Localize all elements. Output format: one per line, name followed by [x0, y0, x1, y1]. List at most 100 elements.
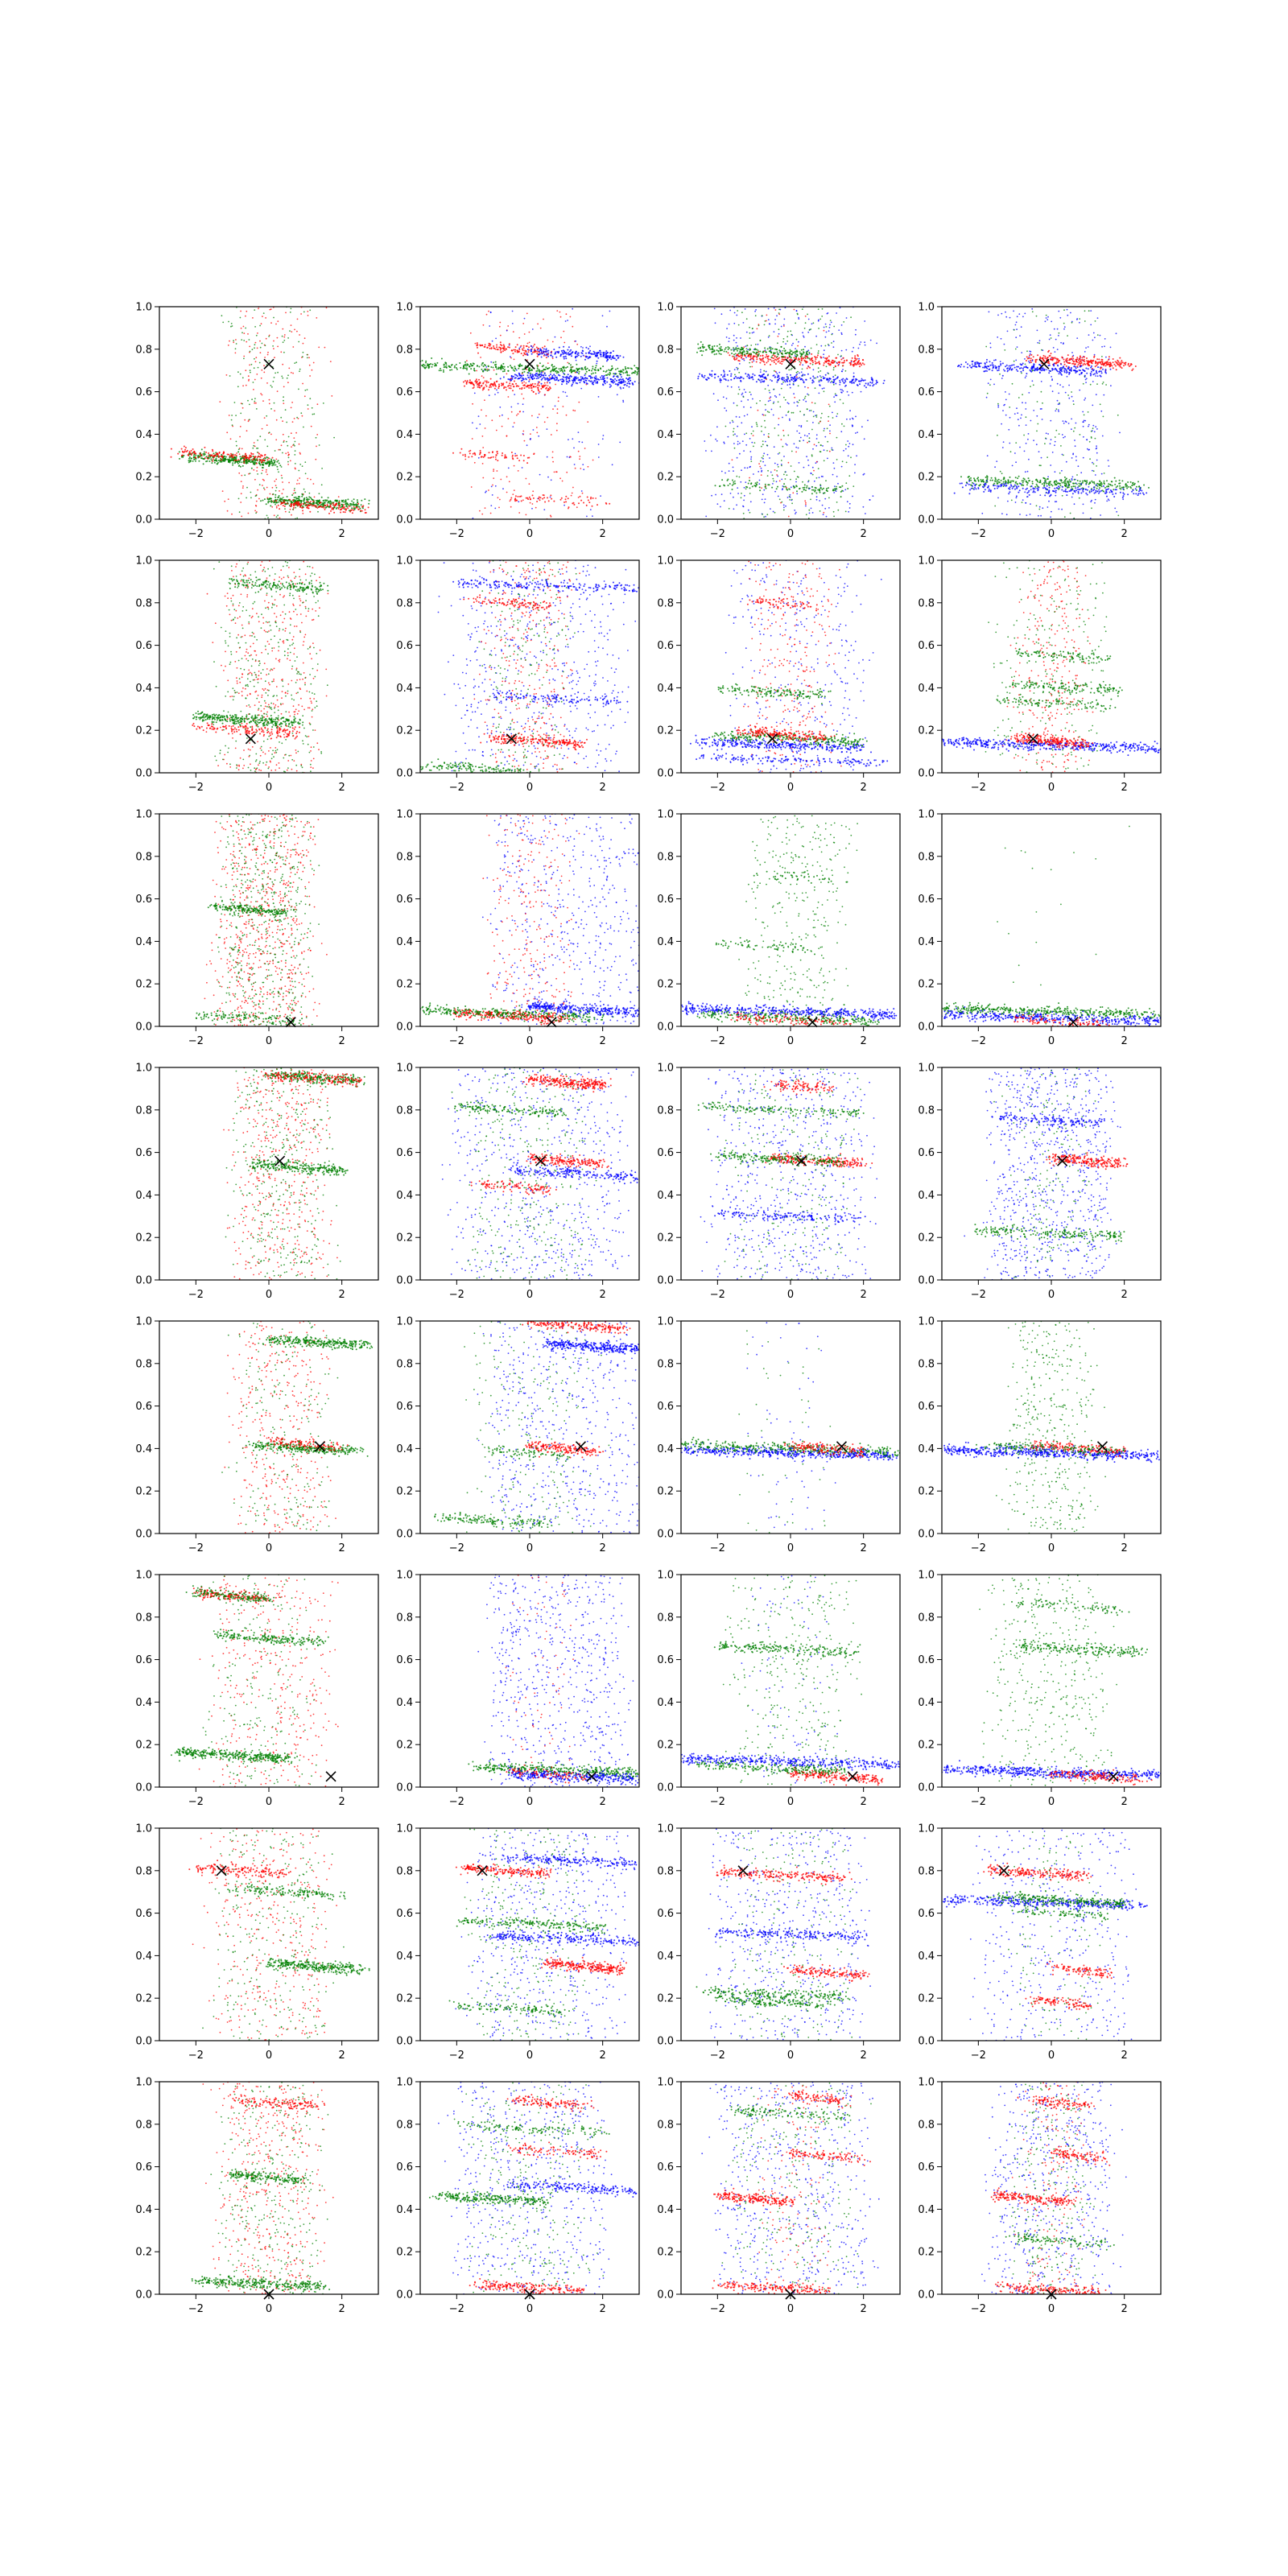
point-green	[223, 459, 225, 461]
point-green	[837, 353, 839, 356]
point-red	[773, 361, 775, 364]
point-green	[189, 459, 192, 461]
point-green	[768, 433, 770, 435]
point-green	[268, 336, 270, 337]
point-green	[451, 364, 453, 365]
point-blue	[571, 352, 573, 354]
point-green	[192, 456, 195, 458]
point-green	[312, 413, 314, 415]
point-red	[298, 443, 300, 445]
point-red	[266, 473, 268, 476]
point-red	[522, 323, 525, 324]
point-red	[350, 510, 353, 511]
point-blue	[1108, 499, 1110, 502]
point-blue	[811, 379, 814, 382]
y-tick-label: 1.0	[657, 302, 674, 314]
point-blue	[518, 372, 520, 374]
point-blue	[839, 382, 841, 383]
point-green	[832, 510, 835, 513]
point-green	[258, 460, 261, 463]
point-blue	[495, 337, 497, 340]
point-red	[194, 456, 196, 459]
point-blue	[781, 383, 783, 385]
point-green	[455, 363, 457, 365]
point-red	[537, 386, 539, 389]
point-green	[817, 367, 819, 369]
point-blue	[571, 383, 573, 386]
point-green	[823, 487, 824, 489]
point-green	[702, 344, 704, 346]
point-green	[293, 497, 295, 499]
point-red	[275, 419, 278, 421]
point-blue	[776, 315, 778, 317]
point-blue	[793, 381, 795, 383]
point-blue	[546, 350, 548, 353]
point-blue	[537, 375, 539, 378]
point-blue	[619, 374, 621, 376]
point-green	[784, 478, 786, 480]
point-green	[200, 448, 203, 451]
point-red	[474, 380, 477, 382]
point-blue	[836, 394, 838, 397]
point-blue	[778, 394, 781, 396]
point-red	[528, 496, 530, 498]
point-red	[761, 360, 763, 362]
point-red	[329, 504, 332, 506]
point-blue	[812, 381, 815, 383]
point-green	[792, 485, 795, 488]
point-green	[811, 493, 813, 495]
point-red	[549, 514, 551, 517]
point-blue	[729, 309, 732, 312]
point-blue	[1061, 453, 1063, 456]
point-blue	[860, 379, 862, 382]
point-blue	[773, 446, 775, 448]
point-blue	[593, 376, 596, 378]
point-red	[329, 361, 332, 362]
point-green	[799, 361, 801, 363]
point-green	[203, 454, 205, 456]
point-red	[482, 477, 485, 479]
point-green	[609, 374, 611, 376]
point-red	[339, 504, 341, 506]
point-blue	[1094, 474, 1096, 476]
point-red	[243, 457, 246, 460]
point-green	[338, 500, 341, 502]
point-green	[183, 454, 185, 456]
point-red	[357, 502, 359, 505]
point-blue	[576, 353, 579, 356]
point-green	[542, 365, 544, 367]
point-red	[759, 355, 762, 357]
point-green	[806, 420, 808, 422]
point-blue	[632, 382, 634, 385]
point-green	[317, 510, 319, 513]
point-blue	[591, 382, 593, 384]
point-green	[713, 353, 716, 356]
point-green	[456, 368, 458, 370]
point-red	[256, 374, 258, 375]
point-green	[810, 498, 811, 501]
point-red	[240, 493, 242, 495]
point-green	[606, 374, 608, 376]
point-blue	[1057, 409, 1059, 411]
point-green	[821, 316, 824, 317]
point-green	[701, 354, 704, 357]
point-red	[243, 462, 246, 464]
point-red	[811, 360, 813, 362]
point-green	[840, 496, 842, 498]
point-blue	[535, 378, 538, 380]
point-blue	[619, 382, 621, 384]
point-green	[226, 458, 229, 460]
point-green	[807, 350, 809, 353]
point-green	[364, 498, 366, 501]
point-red	[312, 361, 315, 364]
point-blue	[750, 458, 752, 460]
x-tick-label: 2	[861, 528, 867, 540]
point-blue	[522, 433, 524, 435]
point-red	[770, 358, 772, 361]
point-green	[221, 453, 223, 456]
point-red	[277, 320, 279, 322]
point-green	[746, 345, 749, 347]
subplot-r0-c1: −2 0 20.00.20.40.60.81.0	[396, 302, 640, 540]
point-red	[807, 386, 809, 389]
point-green	[783, 348, 786, 349]
